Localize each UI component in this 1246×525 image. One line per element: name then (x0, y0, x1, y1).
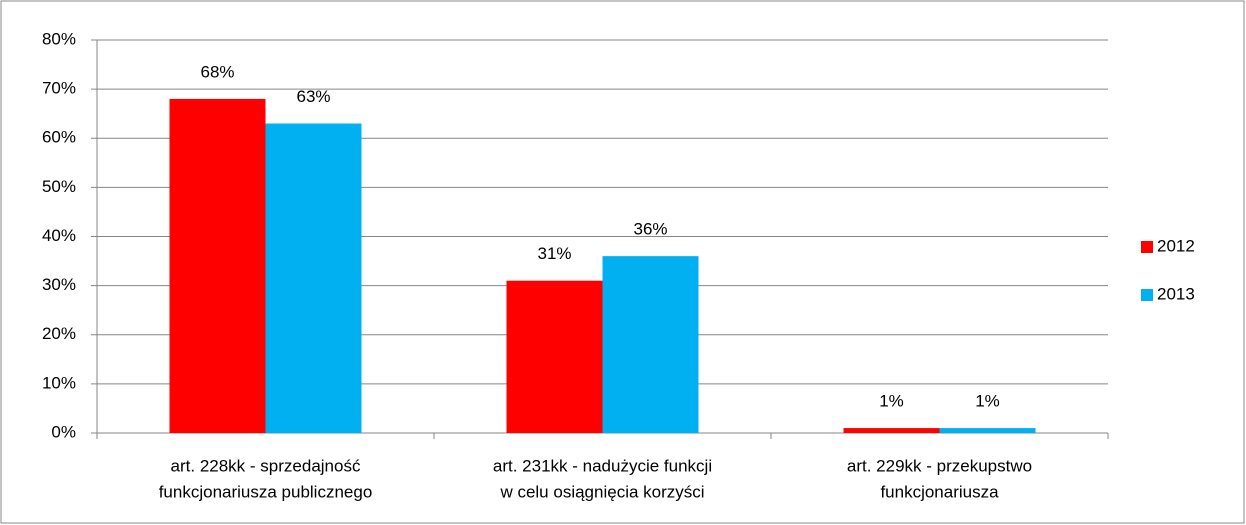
y-tick-label: 40% (42, 226, 76, 245)
x-tick-label: w celu osiągnięcia korzyści (499, 482, 704, 501)
y-tick-label: 0% (51, 422, 76, 441)
legend-label: 2012 (1157, 236, 1195, 255)
bar (506, 280, 603, 433)
data-label: 68% (200, 62, 234, 81)
bar (265, 123, 362, 433)
bar (843, 428, 940, 433)
y-tick-label: 30% (42, 275, 76, 294)
data-label: 36% (633, 220, 667, 239)
bar (602, 256, 699, 433)
legend-label: 2013 (1157, 284, 1195, 303)
data-label: 63% (296, 87, 330, 106)
x-tick-label: art. 228kk - sprzedajność (171, 456, 361, 475)
y-tick-label: 10% (42, 373, 76, 392)
bar (939, 428, 1036, 433)
y-tick-label: 50% (42, 177, 76, 196)
x-tick-label: art. 229kk - przekupstwo (847, 456, 1032, 475)
x-tick-label: funkcjonariusza publicznego (159, 482, 373, 501)
y-tick-label: 80% (42, 29, 76, 48)
legend-swatch (1141, 289, 1153, 301)
y-tick-label: 20% (42, 324, 76, 343)
data-label: 1% (879, 392, 904, 411)
y-tick-label: 60% (42, 128, 76, 147)
y-tick-label: 70% (42, 79, 76, 98)
x-tick-label: funkcjonariusza (880, 482, 999, 501)
data-label: 31% (537, 244, 571, 263)
legend-swatch (1141, 241, 1153, 253)
bar (169, 98, 266, 433)
data-label: 1% (975, 392, 1000, 411)
x-tick-label: art. 231kk - nadużycie funkcji (493, 456, 712, 475)
